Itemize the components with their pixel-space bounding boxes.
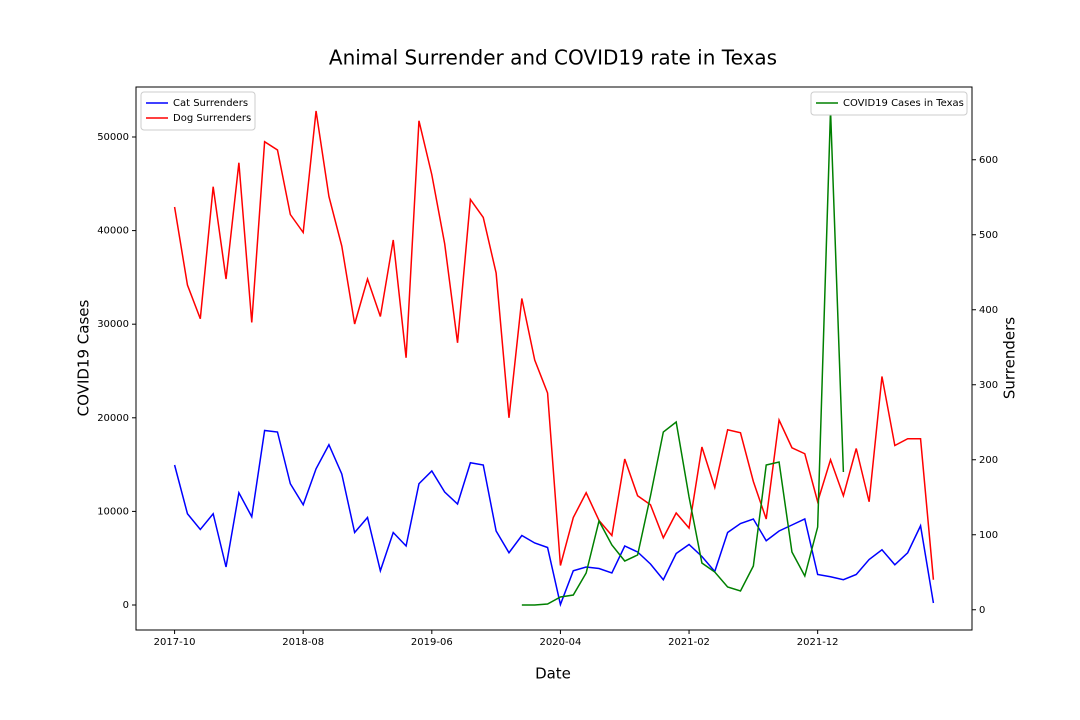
y2-tick-label: 400 <box>979 305 998 316</box>
x-axis-label: Date <box>535 665 571 683</box>
y-axis-label: COVID19 Cases <box>75 300 93 417</box>
series-line <box>521 109 845 606</box>
x-tick-label: 2021-12 <box>797 637 839 648</box>
series-line <box>173 110 935 580</box>
y-tick-label: 0 <box>123 600 129 611</box>
x-tick-label: 2021-02 <box>668 637 710 648</box>
y2-tick-label: 500 <box>979 230 998 241</box>
y-tick-label: 30000 <box>97 319 129 330</box>
y2-tick-label: 600 <box>979 155 998 166</box>
y2-tick-label: 0 <box>979 605 985 616</box>
x-tick-label: 2017-10 <box>154 637 196 648</box>
y-tick-label: 40000 <box>97 226 129 237</box>
y-tick-label: 10000 <box>97 506 129 517</box>
legend-box <box>810 91 968 116</box>
y2-tick-label: 100 <box>979 530 998 541</box>
legend-label: Dog Surrenders <box>173 113 251 124</box>
y2-tick-label: 300 <box>979 380 998 391</box>
legend-label: COVID19 Cases in Texas <box>843 98 964 109</box>
x-tick-label: 2020-04 <box>540 637 582 648</box>
series-line <box>173 429 935 608</box>
x-tick-label: 2019-06 <box>411 637 453 648</box>
legend-box <box>140 91 256 131</box>
x-tick-label: 2018-08 <box>282 637 324 648</box>
y-tick-label: 20000 <box>97 413 129 424</box>
legend-label: Cat Surrenders <box>173 98 248 109</box>
chart-title: Animal Surrender and COVID19 rate in Tex… <box>329 46 777 70</box>
plot-frame <box>135 86 973 631</box>
y2-tick-label: 200 <box>979 455 998 466</box>
y2-axis-label: Surrenders <box>1001 317 1019 399</box>
y-tick-label: 50000 <box>97 132 129 143</box>
